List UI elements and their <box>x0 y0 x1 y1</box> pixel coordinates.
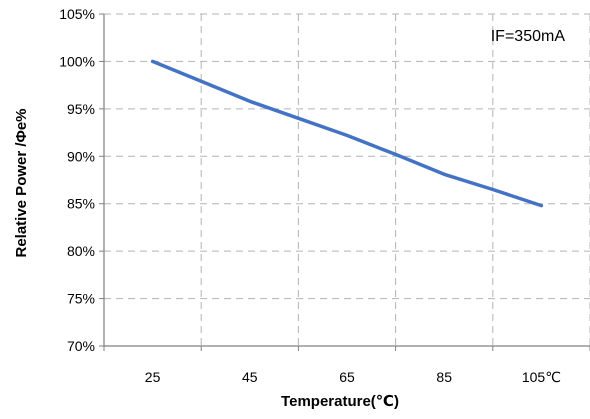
y-tick-label: 95% <box>67 101 95 117</box>
y-tick-label: 85% <box>67 196 95 212</box>
y-tick-label: 90% <box>67 148 95 164</box>
condition-annotation: IF=350mA <box>491 28 566 45</box>
axes <box>99 14 590 351</box>
y-tick-label: 105% <box>59 6 95 22</box>
series-line <box>153 61 542 205</box>
grid-lines <box>104 14 590 346</box>
x-tick-label: 25 <box>145 369 161 385</box>
tick-labels: 70% 75% 80% 85% 90% 95% 100% 105% 25 45 65 85 105℃ <box>59 6 561 385</box>
y-tick-label: 70% <box>67 338 95 354</box>
y-tick-label: 75% <box>67 291 95 307</box>
x-tick-label: 105℃ <box>522 369 561 385</box>
x-axis-title: Temperature(℃) <box>281 393 399 410</box>
y-tick-label: 100% <box>59 53 95 69</box>
y-axis-title: Relative Power /Φe% <box>13 108 30 257</box>
series-layer <box>153 61 542 205</box>
x-tick-label: 65 <box>339 369 355 385</box>
x-tick-label: 85 <box>436 369 452 385</box>
y-tick-label: 80% <box>67 243 95 259</box>
x-tick-label: 45 <box>242 369 258 385</box>
